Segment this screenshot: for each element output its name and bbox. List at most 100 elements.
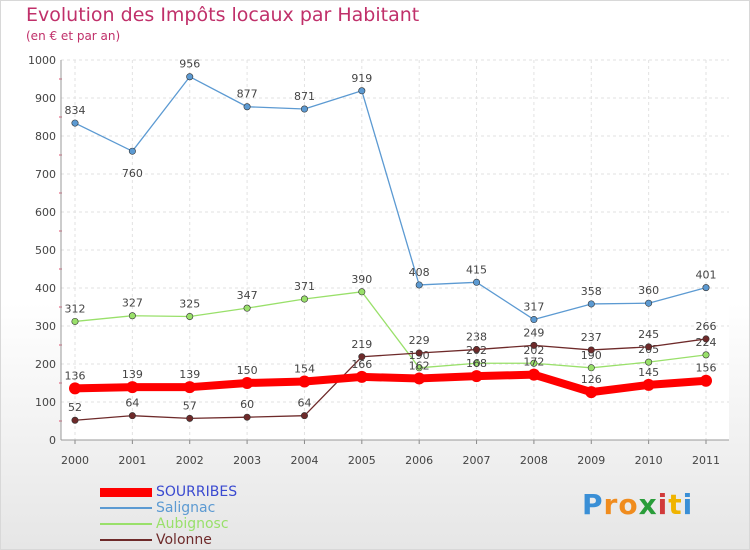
- data-point: [358, 288, 366, 296]
- data-label: 168: [466, 357, 487, 370]
- data-point: [473, 359, 481, 367]
- data-label: 249: [523, 326, 544, 339]
- y-tick-label: 500: [35, 244, 56, 257]
- data-label: 390: [351, 273, 372, 286]
- data-point: [415, 349, 423, 357]
- data-label: 266: [696, 320, 717, 333]
- data-point: [183, 381, 196, 394]
- chart-legend: SOURRIBES Salignac Aubignosc Volonne: [100, 484, 237, 548]
- x-tick-label: 2008: [520, 454, 548, 467]
- data-label: 245: [638, 328, 659, 341]
- data-point: [71, 416, 79, 424]
- data-label: 202: [523, 344, 544, 357]
- data-label: 325: [179, 298, 200, 311]
- data-label: 154: [294, 362, 315, 375]
- data-point: [128, 147, 136, 155]
- data-label: 834: [65, 104, 86, 117]
- chart-subtitle: (en € et par an): [26, 29, 121, 43]
- data-label: 317: [523, 301, 544, 314]
- data-point: [645, 299, 653, 307]
- legend-item-volonne: Volonne: [100, 532, 237, 548]
- data-label: 415: [466, 263, 487, 276]
- data-label: 126: [581, 373, 602, 386]
- x-tick-label: 2010: [635, 454, 663, 467]
- data-label: 877: [237, 88, 258, 101]
- data-label: 358: [581, 285, 602, 298]
- data-point: [358, 87, 366, 95]
- y-tick-label: 0: [49, 434, 56, 447]
- logo-letter: i: [657, 488, 669, 521]
- legend-swatch: [100, 507, 152, 509]
- data-label: 760: [122, 167, 143, 180]
- data-point: [530, 359, 538, 367]
- data-point: [415, 364, 423, 372]
- x-tick-label: 2007: [463, 454, 491, 467]
- x-tick-label: 2009: [577, 454, 605, 467]
- data-point: [645, 343, 653, 351]
- x-tick-label: 2002: [176, 454, 204, 467]
- x-tick-label: 2004: [290, 454, 318, 467]
- data-point: [530, 316, 538, 324]
- y-tick-label: 400: [35, 282, 56, 295]
- legend-label: SOURRIBES: [156, 484, 238, 500]
- data-point: [128, 312, 136, 320]
- data-point: [702, 284, 710, 292]
- series-line-sourribes: [71, 370, 710, 397]
- data-label: 64: [297, 397, 311, 410]
- data-point: [300, 105, 308, 113]
- logo-letter: t: [668, 488, 683, 521]
- data-label: 919: [351, 72, 372, 85]
- x-tick-label: 2011: [692, 454, 720, 467]
- data-point: [413, 372, 426, 385]
- x-tick-label: 2006: [405, 454, 433, 467]
- data-label: 136: [65, 369, 86, 382]
- data-point: [587, 346, 595, 354]
- data-point: [128, 412, 136, 420]
- logo-letter: o: [618, 488, 639, 521]
- x-tick-label: 2005: [348, 454, 376, 467]
- legend-item-sourribes: SOURRIBES: [100, 484, 237, 500]
- data-label: 166: [351, 358, 372, 371]
- x-tick-label: 2003: [233, 454, 261, 467]
- data-label: 145: [638, 366, 659, 379]
- y-tick-label: 200: [35, 358, 56, 371]
- data-point: [241, 377, 254, 389]
- data-point: [530, 341, 538, 349]
- x-tick-label: 2001: [118, 454, 146, 467]
- legend-item-salignac: Salignac: [100, 500, 237, 516]
- data-point: [642, 378, 655, 391]
- logo-letter: i: [682, 488, 694, 521]
- proxiti-logo: Proxiti: [582, 488, 693, 521]
- data-point: [527, 368, 540, 381]
- data-label: 57: [183, 399, 197, 412]
- data-label: 871: [294, 90, 315, 103]
- data-point: [186, 73, 194, 81]
- data-point: [300, 412, 308, 420]
- data-point: [243, 304, 251, 312]
- data-label: 229: [409, 334, 430, 347]
- data-point: [126, 381, 139, 394]
- legend-swatch: [100, 488, 152, 497]
- data-point: [243, 413, 251, 421]
- data-point: [298, 375, 311, 388]
- data-label: 408: [409, 266, 430, 279]
- data-point: [702, 351, 710, 359]
- data-point: [186, 312, 194, 320]
- logo-letter: P: [582, 488, 604, 521]
- series-line-volonne: [74, 338, 707, 421]
- data-label: 139: [122, 368, 143, 381]
- legend-label: Salignac: [156, 500, 216, 516]
- data-label: 360: [638, 284, 659, 297]
- data-point: [587, 364, 595, 372]
- data-label: 956: [179, 58, 200, 71]
- legend-label: Aubignosc: [156, 516, 229, 532]
- series-line-aubignosc: [74, 291, 707, 369]
- data-point: [587, 300, 595, 308]
- data-point: [645, 358, 653, 366]
- data-label: 139: [179, 368, 200, 381]
- data-label: 162: [409, 359, 430, 372]
- y-tick-label: 100: [35, 396, 56, 409]
- data-label: 52: [68, 401, 82, 414]
- legend-label: Volonne: [156, 532, 212, 548]
- logo-letter: x: [638, 488, 658, 521]
